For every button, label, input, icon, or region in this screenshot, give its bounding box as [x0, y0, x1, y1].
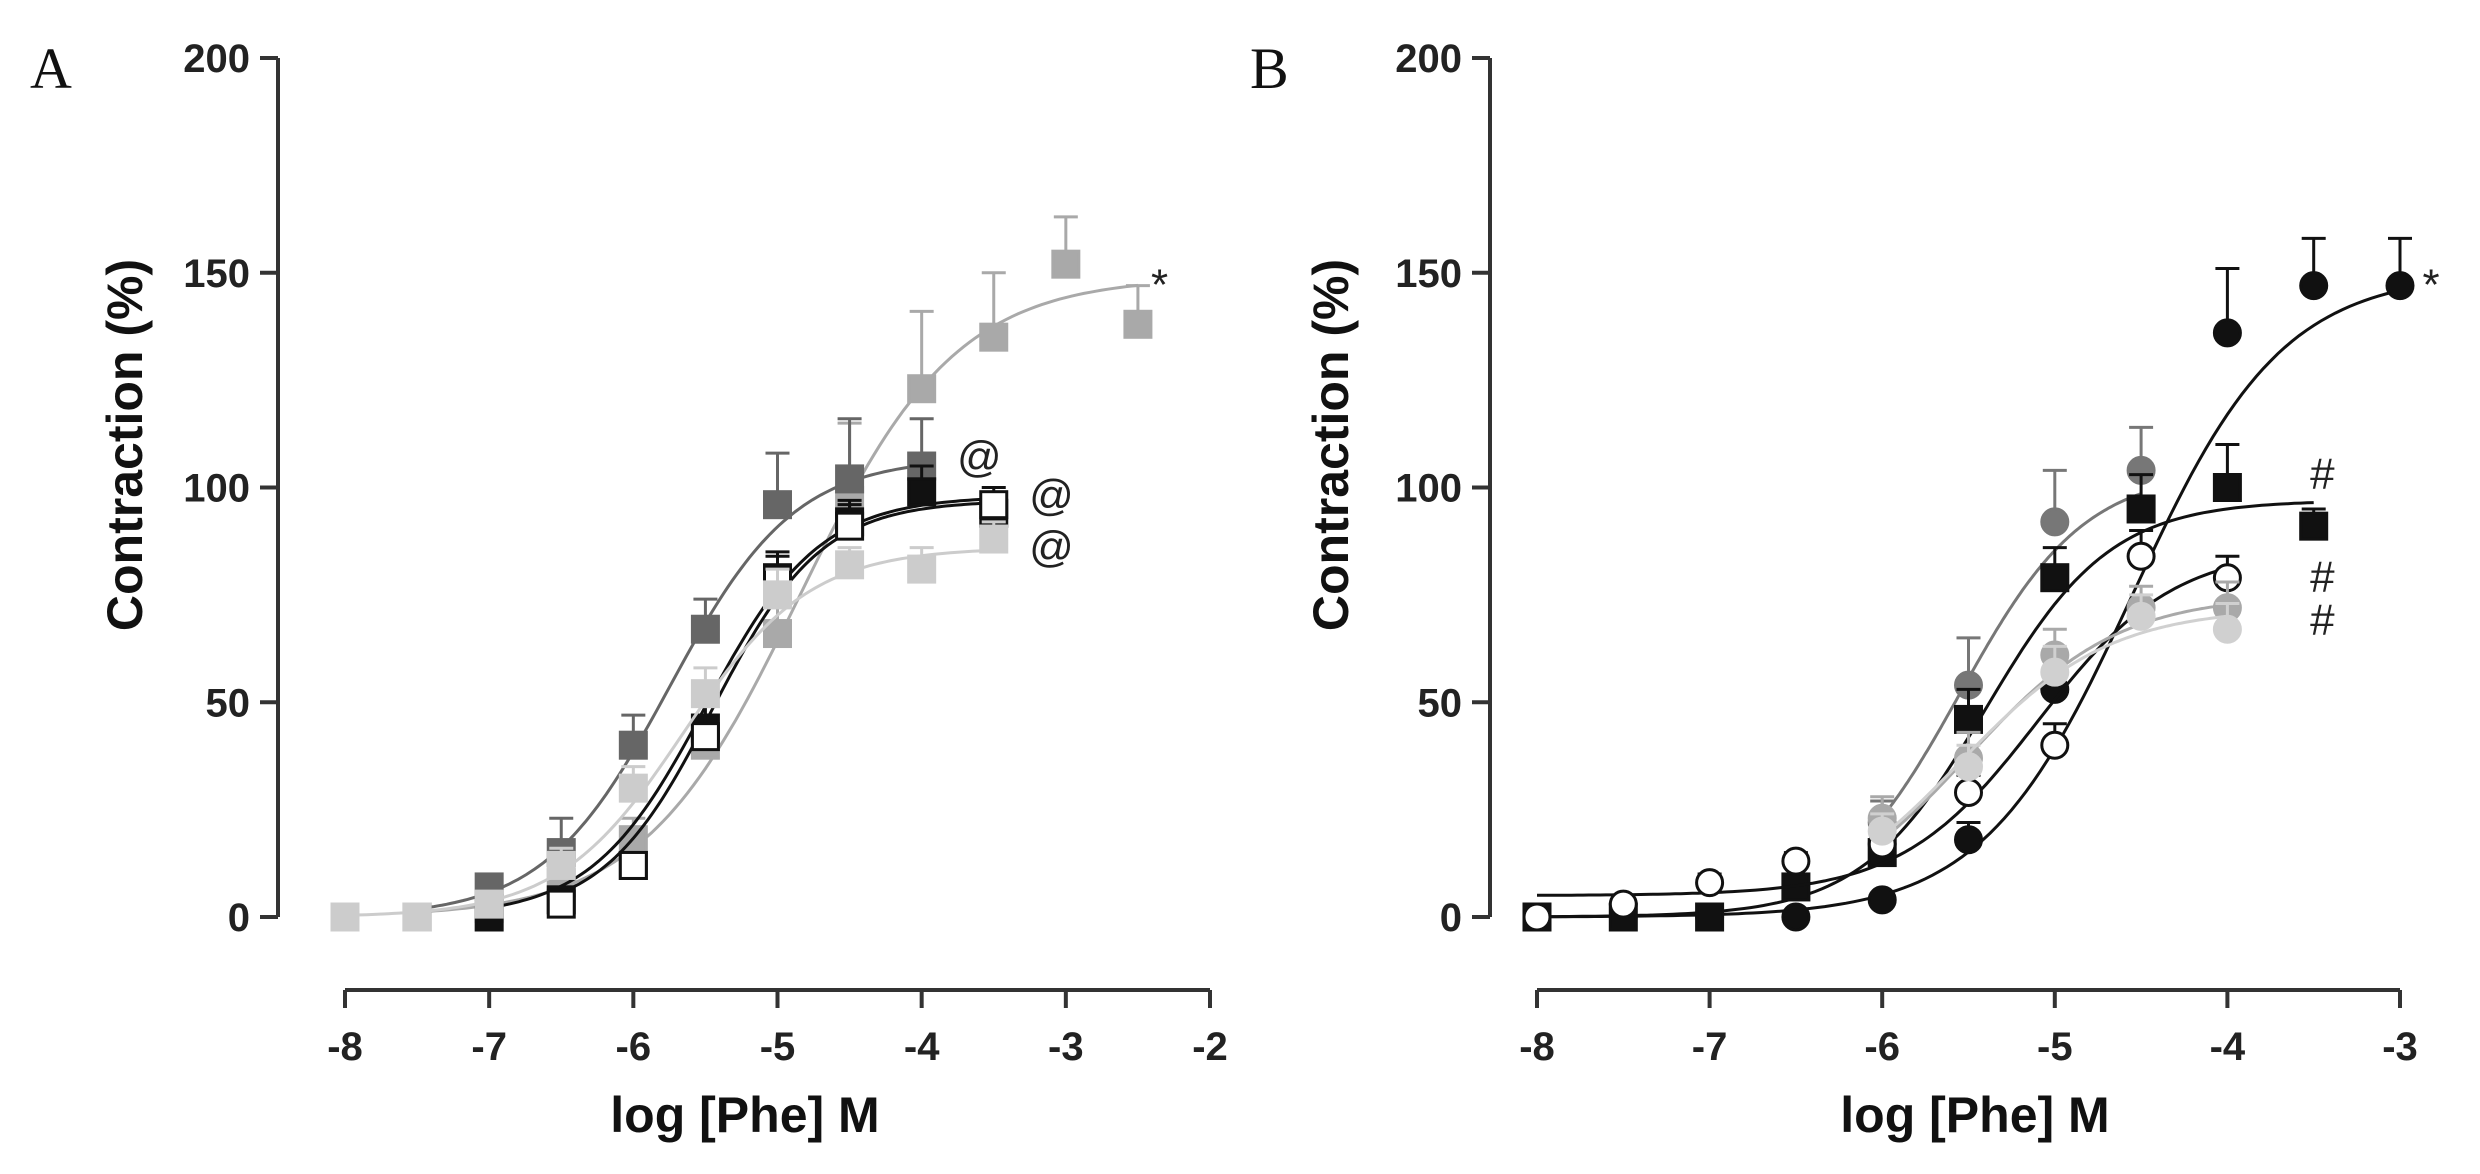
panel-a-series-1-point-5 — [763, 490, 792, 520]
panel-b-y-tick-label-2: 100 — [1395, 467, 1462, 511]
panel-a-x-tick-label-1: -7 — [471, 1025, 507, 1069]
panel-b-x-tick-label-1: -7 — [1692, 1025, 1728, 1069]
panel-b-annotation-0: * — [2423, 261, 2440, 310]
panel-a-series-4-fit-curve — [344, 548, 994, 917]
panel-b-series-3-point-2 — [1695, 868, 1725, 898]
panel-b-x-axis-title: log [Phe] M — [1840, 1087, 2109, 1143]
panel-a-series-4-point-9 — [979, 524, 1009, 554]
panel-a-series-4-point-4 — [618, 773, 648, 803]
panel-b-series-0-point-7 — [2212, 318, 2242, 348]
panel-b-series-5 — [1867, 593, 2242, 846]
panel-b-series-3-point-0 — [1522, 902, 1552, 932]
panel-b-series-5-point-3 — [2126, 601, 2156, 631]
panel-b-series-0-point-8 — [2299, 271, 2329, 301]
panel-b-series-2 — [1522, 443, 2329, 932]
panel-a-x-tick-label-3: -5 — [760, 1025, 796, 1069]
panel-b-x-tick-label-2: -6 — [1864, 1025, 1900, 1069]
panel-a-series-3-point-2 — [690, 722, 720, 752]
panel-a-x-tick-label-2: -6 — [616, 1025, 652, 1069]
panel-a-annotation-0: * — [1151, 261, 1168, 310]
panel-b-x-tick-label-3: -5 — [2037, 1025, 2073, 1069]
panel-a-y-tick-label-2: 100 — [183, 467, 250, 511]
panel-b-y-axis-title: Contraction (%) — [1303, 259, 1359, 631]
panel-b-series-3-point-7 — [2126, 541, 2156, 571]
panel-a-x-tick-label-5: -3 — [1048, 1025, 1084, 1069]
panel-b-series-5-point-1 — [1954, 752, 1983, 782]
panel-b-series-3-point-1 — [1608, 889, 1638, 919]
panel-b-series-3-point-3 — [1781, 846, 1811, 876]
panel-b-x-tick-label-5: -3 — [2382, 1025, 2418, 1069]
panel-b-series-5-point-0 — [1867, 816, 1897, 846]
panel-a-series-4-point-1 — [402, 902, 432, 932]
panel-letter-a: A — [30, 36, 72, 101]
panel-b-series-2-point-9 — [2299, 511, 2329, 541]
panel-b-series-0-point-5 — [1954, 825, 1983, 855]
panel-b-annotation-1: # — [2310, 450, 2335, 499]
panel-letter-b: B — [1250, 36, 1289, 101]
panel-a-series-0-point-10 — [1123, 309, 1153, 339]
panel-b-series-0-point-4 — [1867, 885, 1897, 915]
panel-a-series-0-point-8 — [979, 322, 1009, 352]
panel-a-series-4 — [330, 520, 1009, 932]
panel-b-series-2-point-2 — [1695, 902, 1725, 932]
panel-a-series-4-point-8 — [907, 554, 937, 584]
panel-a-series-3-point-1 — [618, 850, 648, 880]
panel-a-series-4-point-6 — [763, 580, 792, 610]
panel-b-y-tick-label-0: 0 — [1440, 896, 1462, 940]
panel-a-series-4-point-2 — [474, 889, 504, 919]
panel-a-x-tick-label-6: -2 — [1192, 1025, 1228, 1069]
panel-a-y-tick-label-1: 50 — [206, 681, 251, 725]
panel-b-series-2-point-8 — [2212, 473, 2242, 502]
panel-b-y-tick-label-4: 200 — [1395, 37, 1462, 81]
panel-a-series-2-point-6 — [907, 477, 937, 507]
panel-b-series-3-point-5 — [1954, 777, 1983, 807]
panel-b-y-tick-label-1: 50 — [1418, 681, 1463, 725]
panel-a-annotation-2: @ — [1029, 471, 1074, 520]
panel-b-series-2-point-7 — [2126, 494, 2156, 524]
panel-b-series-1-fit-curve — [1881, 492, 2142, 818]
panel-b-series-0-point-3 — [1781, 902, 1811, 932]
panel-b-series-2-point-6 — [2040, 563, 2070, 593]
panel-b-series-5-point-4 — [2212, 614, 2242, 644]
panel-a-series-0-point-9 — [1051, 249, 1081, 279]
panel-a-y-axis-title: Contraction (%) — [97, 259, 153, 631]
panel-b-x-tick-label-4: -4 — [2210, 1025, 2246, 1069]
panel-b-series-5-point-2 — [2040, 657, 2070, 687]
panel-a-series-3-point-5 — [979, 490, 1009, 520]
panel-b-series-2-fit-curve — [1536, 501, 2314, 919]
panel-a-y-tick-label-0: 0 — [228, 896, 250, 940]
panel-b-series-2-point-5 — [1954, 704, 1983, 734]
panel-a-series-4-point-5 — [690, 679, 720, 709]
panel-a-series-1 — [402, 417, 937, 932]
panel-a-x-axis-title: log [Phe] M — [610, 1087, 879, 1143]
panel-b-series-0 — [1522, 236, 2415, 932]
panel-a-annotation-1: @ — [957, 432, 1002, 481]
panel-b-series-1-point-2 — [2040, 507, 2070, 537]
panel-b-series-0-point-9 — [2385, 271, 2415, 301]
panel-a-series-4-point-7 — [835, 550, 865, 580]
panel-a-series-1-point-3 — [618, 730, 648, 760]
panel-a-series-0-point-7 — [907, 374, 937, 404]
panel-a-series-4-point-0 — [330, 902, 360, 932]
panel-a-y-tick-label-3: 150 — [183, 252, 250, 296]
panel-a-series-1-point-4 — [690, 614, 720, 644]
panel-b-y-tick-label-3: 150 — [1395, 252, 1462, 296]
panel-a-series-1-point-6 — [835, 464, 865, 494]
panel-a-series-4-point-3 — [546, 850, 576, 880]
panel-b-x-tick-label-0: -8 — [1519, 1025, 1555, 1069]
panel-b-annotation-3: # — [2310, 596, 2335, 645]
panel-b-series-4 — [1867, 580, 2242, 841]
panel-a-series-3-point-4 — [835, 511, 865, 541]
panel-a-series-3-point-0 — [546, 889, 576, 919]
panel-b-series-1 — [1867, 425, 2156, 838]
panel-b-series-3-point-6 — [2040, 730, 2070, 760]
panel-b-annotation-2: # — [2310, 553, 2335, 602]
panel-a-annotation-3: @ — [1029, 523, 1074, 572]
panel-a-x-tick-label-0: -8 — [327, 1025, 363, 1069]
panel-a-y-tick-label-4: 200 — [183, 37, 250, 81]
panel-a-x-tick-label-4: -4 — [904, 1025, 940, 1069]
